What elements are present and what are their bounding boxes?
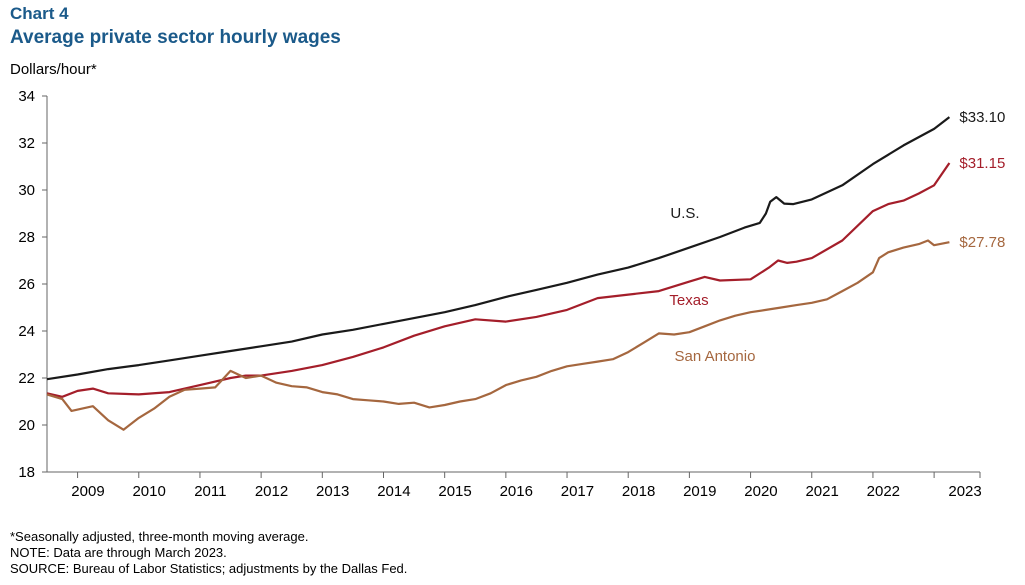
y-tick-label: 18 (18, 464, 35, 481)
x-tick-label: 2017 (561, 483, 594, 500)
x-tick-label: 2014 (377, 483, 410, 500)
x-tick-label: 2009 (71, 483, 104, 500)
x-tick-label: 2016 (500, 483, 533, 500)
x-tick-label: 2011 (194, 483, 226, 500)
series-line-u-s (46, 116, 951, 381)
x-tick-label: 2018 (622, 483, 655, 500)
source-note: SOURCE: Bureau of Labor Statistics; adju… (10, 561, 408, 576)
data-note: NOTE: Data are through March 2023. (10, 545, 227, 560)
end-value-label-texas: $31.15 (959, 155, 1005, 172)
y-tick-label: 20 (18, 417, 35, 434)
chart-notes: *Seasonally adjusted, three-month moving… (10, 529, 407, 577)
y-tick-label: 30 (18, 182, 35, 199)
y-tick-label: 34 (18, 88, 35, 105)
footnote: *Seasonally adjusted, three-month moving… (10, 529, 309, 544)
end-value-label-san-antonio: $27.78 (959, 234, 1005, 251)
y-tick-label: 22 (18, 370, 35, 387)
x-tick-label: 2021 (805, 483, 838, 500)
x-tick-label: 2015 (438, 483, 471, 500)
y-tick-label: 28 (18, 229, 35, 246)
x-tick-label: 2013 (316, 483, 349, 500)
end-value-label-u-s: $33.10 (959, 109, 1005, 126)
y-tick-label: 24 (18, 323, 35, 340)
x-tick-label: 2020 (744, 483, 777, 500)
series-annotation-texas: Texas (669, 292, 708, 309)
series-annotation-u-s: U.S. (670, 205, 699, 222)
x-tick-label: 2019 (683, 483, 716, 500)
series-line-texas (46, 162, 951, 398)
chart-number: Chart 4 (10, 4, 69, 23)
x-tick-label: 2022 (867, 483, 900, 500)
series-annotation-san-antonio: San Antonio (675, 348, 756, 365)
y-tick-label: 32 (18, 135, 35, 152)
x-tick-label: 2012 (255, 483, 288, 500)
x-tick-label: 2023 (948, 483, 981, 500)
y-tick-label: 26 (18, 276, 35, 293)
series-line-san-antonio (46, 239, 950, 431)
y-axis-unit-label: Dollars/hour* (10, 61, 97, 78)
chart-title: Average private sector hourly wages (10, 27, 341, 48)
x-tick-label: 2010 (132, 483, 165, 500)
